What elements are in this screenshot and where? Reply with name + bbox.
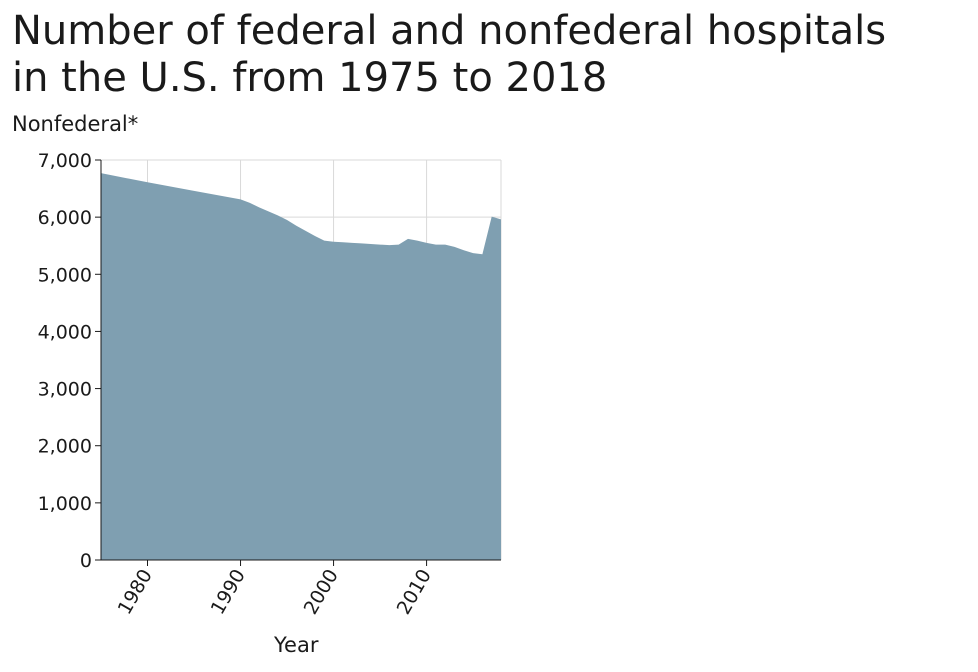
y-tick-label: 6,000: [38, 207, 92, 229]
x-tick-label: 1980: [114, 566, 157, 619]
y-tick-label: 0: [80, 550, 92, 572]
x-tick-label: 2010: [393, 566, 436, 619]
area-series: [101, 173, 501, 560]
y-tick-label: 3,000: [38, 379, 92, 401]
y-tick-label: 7,000: [38, 150, 92, 172]
chart-title-line-2: in the U.S. from 1975 to 2018: [12, 55, 608, 101]
x-axis-label: Year: [274, 633, 319, 657]
y-axis-label: Nonfederal*: [12, 112, 139, 136]
x-tick-label: 2000: [300, 566, 343, 619]
x-tick-label: 1990: [207, 566, 250, 619]
y-tick-label: 1,000: [38, 493, 92, 515]
chart-title-line-1: Number of federal and nonfederal hospita…: [12, 8, 887, 54]
y-tick-label: 2,000: [38, 436, 92, 458]
y-tick-label: 5,000: [38, 264, 92, 286]
y-tick-label: 4,000: [38, 321, 92, 343]
chart-title: Number of federal and nonfederal hospita…: [12, 8, 972, 102]
